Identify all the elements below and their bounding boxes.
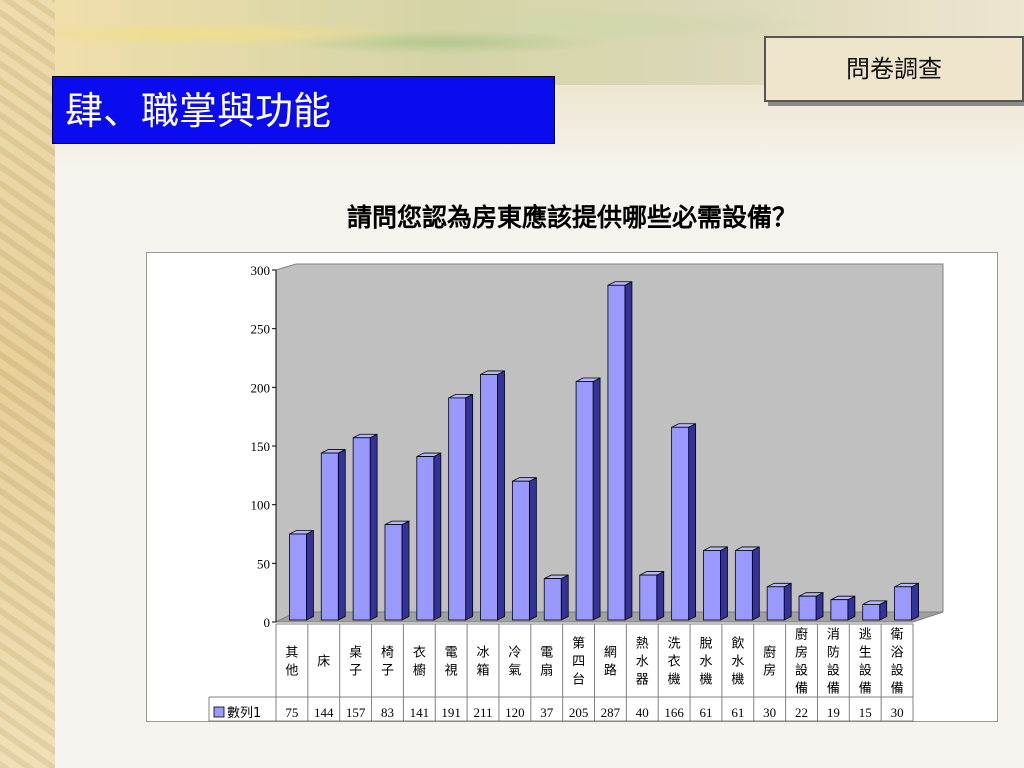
bar: [703, 550, 721, 621]
bar: [830, 599, 849, 621]
chart-title: 請問您認為房東應該提供哪些必需設備？: [346, 203, 797, 232]
y-tick-label: 300: [251, 263, 271, 278]
data-value-label: 205: [569, 705, 589, 720]
x-category-label: 電視: [445, 646, 458, 679]
data-value-label: 15: [859, 705, 872, 720]
bar-side: [624, 281, 633, 621]
y-tick-label: 250: [251, 322, 271, 337]
bar: [862, 603, 881, 621]
data-value-label: 75: [285, 705, 298, 720]
y-tick-label: 100: [251, 498, 271, 513]
x-category-label: 冷氣: [508, 646, 521, 679]
x-category-label: 衣櫥: [413, 645, 426, 679]
bar-side: [497, 370, 505, 621]
x-category-label: 桌子: [349, 646, 362, 679]
bar: [384, 524, 403, 621]
bar: [639, 574, 658, 621]
bar: [766, 586, 785, 621]
x-category-label: 飲水機: [731, 636, 744, 688]
x-category-label: 床: [317, 655, 330, 670]
data-value-label: 83: [381, 705, 394, 720]
bar: [511, 480, 530, 621]
bar-side: [815, 592, 824, 621]
bar-side: [751, 546, 760, 621]
bar-side: [401, 520, 410, 621]
data-value-label: 144: [314, 705, 334, 720]
x-category-label: 洗衣機: [668, 637, 681, 688]
x-category-label: 第四台: [572, 637, 585, 688]
x-category-label: 椅子: [381, 646, 394, 679]
bar-side: [560, 574, 569, 621]
bar-side: [337, 448, 346, 621]
bar: [894, 586, 912, 621]
bar-side: [783, 582, 792, 621]
bar-side: [592, 377, 601, 621]
x-category-label: 熱水器: [636, 637, 649, 688]
legend-swatch: [213, 706, 225, 718]
bar: [734, 550, 753, 621]
survey-label-box: 問卷調查: [764, 36, 1024, 102]
x-category-label: 網路: [604, 646, 617, 679]
x-category-label: 衛浴設備: [891, 628, 904, 697]
x-category-label: 冰箱: [477, 646, 490, 679]
bar-side: [528, 477, 537, 621]
data-value-label: 211: [474, 705, 493, 720]
bar: [798, 595, 817, 621]
data-value-label: 141: [410, 705, 430, 720]
bar-side: [688, 423, 697, 621]
data-value-label: 61: [731, 705, 744, 720]
y-tick-label: 50: [257, 556, 270, 571]
bar-side: [306, 529, 314, 621]
x-category-label: 逃生設備: [859, 628, 872, 697]
y-tick-label: 150: [251, 439, 271, 454]
data-value-label: 157: [346, 705, 366, 720]
x-category-label: 脫水機: [699, 637, 712, 688]
bar: [320, 452, 339, 621]
data-value-label: 40: [636, 705, 649, 720]
x-category-label: 廚房設備: [795, 627, 808, 697]
legend-series-name: 數列1: [227, 706, 261, 721]
x-category-label: 廚房: [763, 645, 776, 679]
x-category-label: 電扇: [540, 646, 553, 679]
data-value-label: 166: [664, 705, 684, 720]
data-value-label: 120: [505, 705, 525, 720]
bar: [289, 533, 307, 621]
data-value-label: 37: [540, 705, 554, 720]
y-tick-label: 200: [251, 380, 271, 395]
survey-label: 問卷調查: [846, 55, 942, 83]
bar-side: [847, 595, 856, 621]
data-value-label: 19: [827, 705, 840, 720]
y-tick-label: 0: [264, 615, 271, 630]
bar: [671, 426, 690, 621]
bar: [352, 437, 371, 621]
bar: [416, 456, 435, 621]
x-category-label: 其他: [285, 646, 298, 679]
data-value-label: 287: [601, 705, 621, 720]
data-value-label: 61: [699, 705, 712, 720]
bar: [607, 284, 626, 621]
bar: [480, 374, 498, 621]
bar-side: [720, 546, 728, 621]
background-left-strip: [0, 0, 55, 768]
data-value-label: 191: [441, 705, 461, 720]
data-value-label: 22: [795, 705, 808, 720]
data-value-label: 30: [891, 705, 904, 720]
bar: [543, 578, 562, 621]
bar-side: [465, 393, 474, 621]
bar-side: [369, 433, 378, 621]
bar-side: [911, 582, 919, 621]
x-category-label: 消防設備: [827, 628, 840, 697]
bar-side: [433, 452, 442, 621]
bar: [575, 381, 594, 621]
slide-title: 肆、職掌與功能: [52, 76, 555, 144]
data-value-label: 30: [763, 705, 776, 720]
bar: [448, 397, 467, 621]
bar-side: [656, 570, 665, 621]
